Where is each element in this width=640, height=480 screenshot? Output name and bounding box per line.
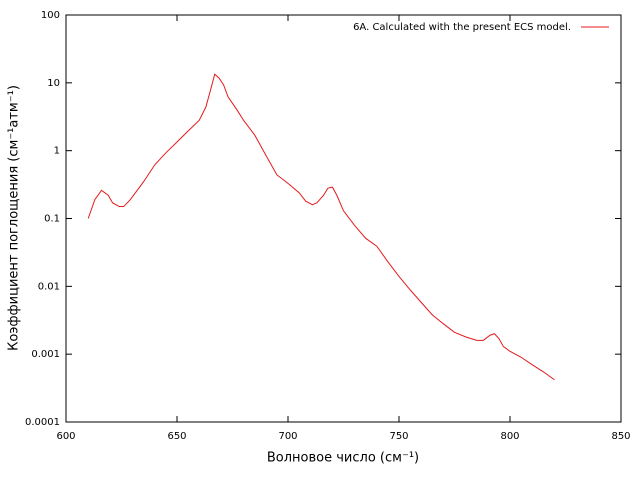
- x-tick-label: 850: [611, 431, 630, 442]
- x-axis-label: Волновое число (см⁻¹): [267, 451, 419, 466]
- x-tick-label: 750: [389, 431, 408, 442]
- y-tick-label: 10: [47, 78, 60, 89]
- plot-frame: [65, 14, 622, 423]
- x-tick-label: 800: [500, 431, 519, 442]
- y-tick-label: 0.0001: [25, 417, 60, 428]
- x-tick-label: 700: [278, 431, 297, 442]
- y-axis-label: Коэффициент поглощения (см⁻¹атм⁻¹): [7, 85, 22, 351]
- x-tick-label: 600: [56, 431, 75, 442]
- y-tick-label: 0.1: [44, 214, 60, 225]
- data-line: [87, 73, 555, 381]
- y-tick-label: 1: [54, 146, 60, 157]
- y-tick-label: 100: [41, 10, 60, 21]
- y-tick-label: 0.01: [38, 281, 60, 292]
- y-tick-label: 0.001: [31, 349, 60, 360]
- x-tick-label: 650: [167, 431, 186, 442]
- legend-label: 6A. Calculated with the present ECS mode…: [353, 22, 571, 33]
